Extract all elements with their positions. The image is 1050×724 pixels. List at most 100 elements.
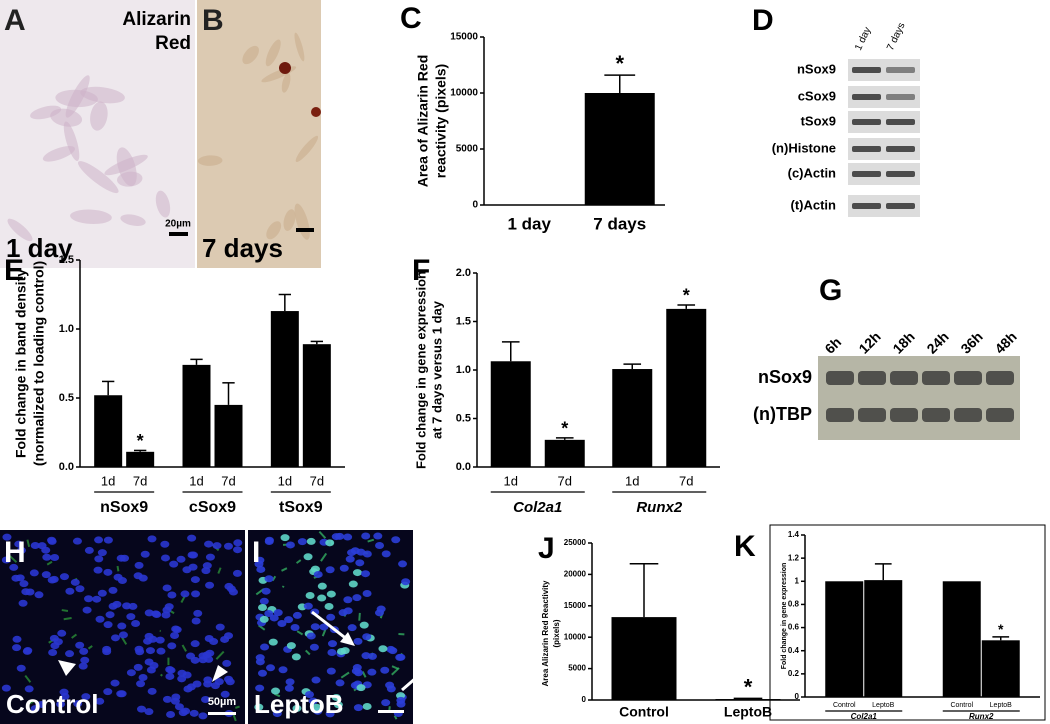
nucleus [1,556,11,564]
nucleus [144,658,154,666]
nucleus [166,711,176,719]
y-tick-label: 0.0 [59,461,74,473]
y-tick-label: 0 [472,200,478,211]
bar [981,640,1020,697]
y-tick-label: 1.0 [456,364,471,376]
nucleus [205,553,215,561]
nucleus [16,664,26,672]
nucleus [176,555,186,563]
nucleus [57,629,67,637]
blot-strip [848,111,920,133]
nucleus [2,533,12,541]
nucleus [102,645,112,653]
nucleus [273,609,283,617]
nucleus [203,680,213,688]
nucleus [84,595,94,603]
cell [63,121,80,161]
nucleus [310,565,320,573]
nucleus [133,572,143,580]
fluorescence [305,649,311,656]
nucleus [353,704,363,712]
nucleus [309,643,319,651]
nucleus [190,576,200,584]
nucleus [220,635,230,643]
nucleus [308,697,318,705]
nucleus [375,542,385,550]
band [986,408,1014,422]
nucleus [22,647,32,655]
nucleus [290,623,300,631]
x-tick-label: Col2a1 [851,712,878,721]
nucleus [188,551,198,559]
nucleus [325,539,335,547]
nucleus [277,620,287,628]
nucleus [335,679,345,687]
nucleus [326,667,336,675]
bar [612,369,653,467]
bar [302,344,331,467]
scale-bar [296,228,314,232]
nucleus [144,708,154,716]
nucleus [182,566,192,574]
fluorescence [46,560,53,566]
mineral-nodule [311,107,321,117]
nucleus [312,703,322,711]
nucleus [291,653,301,661]
nucleus [190,656,200,664]
nucleus [9,563,19,571]
panel-letter: B [202,4,224,37]
nucleus [117,622,127,630]
nucleus [352,594,362,602]
nucleus [261,587,271,595]
nucleus [84,546,94,554]
blot [818,356,1020,440]
series-label: 1d [189,473,203,488]
scale-bar [208,712,236,715]
bar [182,364,211,467]
nucleus [326,613,336,621]
nucleus [29,569,39,577]
nucleus [122,602,132,610]
row-label: nSox9 [797,61,836,76]
band [886,94,915,100]
nucleus [374,609,384,617]
band [852,94,881,100]
nucleus [325,566,335,574]
cell [295,135,319,162]
cell [197,155,223,166]
fluorescence [87,645,93,650]
nucleus [116,690,126,698]
nucleus [12,635,22,643]
nucleus [97,549,107,557]
series-label: 1d [278,473,292,488]
nucleus [303,553,313,561]
nucleus [191,590,201,598]
nucleus [352,569,362,577]
nucleus [264,609,274,617]
nucleus [378,645,388,653]
nucleus [386,685,396,693]
lane-label: 48h [991,328,1019,356]
nucleus [56,700,66,708]
nucleus [187,534,197,542]
panel-letter: F [412,254,430,287]
nucleus [313,570,323,578]
fluorescence [9,555,18,563]
nucleus [140,550,150,558]
nucleus [148,635,158,643]
nucleus [75,585,85,593]
nucleus [220,690,230,698]
nucleus [361,570,371,578]
nucleus [112,600,122,608]
fluorescence [24,674,32,683]
nucleus [93,566,103,574]
y-tick-label: 0.5 [59,392,74,404]
nucleus [303,602,313,610]
nucleus [362,589,372,597]
nucleus [367,652,377,660]
nucleus [325,710,335,718]
nucleus [193,609,203,617]
band [852,119,881,125]
